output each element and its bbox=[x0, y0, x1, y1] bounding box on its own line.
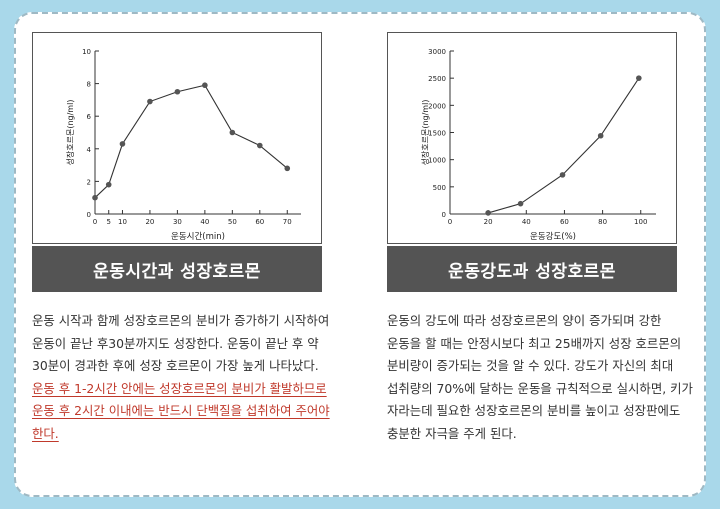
panel-exercise-intensity: 0 500 1000 1500 2000 2500 3000 0 20 40 60 80 100 운동강도… bbox=[387, 32, 707, 445]
y-tick-label: 0 bbox=[87, 211, 91, 219]
panel-title-intensity: 운동강도과 성장호르몬 bbox=[387, 246, 677, 292]
y-tick-label: 1000 bbox=[428, 157, 446, 165]
y-tick-label: 3000 bbox=[428, 48, 446, 56]
data-point bbox=[284, 165, 291, 172]
y-axis-label: 성장호르몬(ng/ml) bbox=[65, 100, 75, 166]
y-tick-label: 1500 bbox=[428, 130, 446, 138]
data-point bbox=[229, 129, 236, 136]
data-point bbox=[174, 88, 181, 95]
x-tick-label: 10 bbox=[118, 218, 127, 226]
series-line bbox=[94, 84, 288, 199]
x-tick-label: 60 bbox=[560, 218, 569, 226]
panel-title-time: 운동시간과 성장호르몬 bbox=[32, 246, 322, 292]
y-tick-label: 8 bbox=[87, 81, 91, 89]
chart-svg-time: 0 2 4 6 8 10 0 5 10 20 30 40 50 60 70 운동시간(min) 성장호르몬(ng… bbox=[65, 48, 301, 242]
y-tick-label: 0 bbox=[442, 211, 446, 219]
panel-text-time: 운동 시작과 함께 성장호르몬의 분비가 증가하기 시작하여 운동이 끝난 후3… bbox=[32, 310, 344, 445]
data-point bbox=[147, 98, 153, 105]
y-tick-label: 4 bbox=[87, 146, 92, 154]
x-tick-label: 100 bbox=[634, 218, 647, 226]
x-tick-label: 40 bbox=[200, 218, 209, 226]
x-tick-label: 0 bbox=[93, 218, 97, 226]
series-line bbox=[487, 77, 640, 214]
x-tick-label: 50 bbox=[228, 218, 237, 226]
x-tick-label: 0 bbox=[448, 218, 452, 226]
x-tick-label: 40 bbox=[522, 218, 531, 226]
data-point bbox=[202, 82, 208, 89]
x-tick-label: 70 bbox=[283, 218, 292, 226]
data-point bbox=[636, 75, 642, 81]
y-tick-label: 500 bbox=[433, 184, 446, 192]
data-point bbox=[485, 210, 491, 216]
data-point bbox=[257, 142, 263, 149]
chart-svg-intensity: 0 500 1000 1500 2000 2500 3000 0 20 40 60 80 100 운동강도… bbox=[420, 48, 656, 242]
x-tick-label: 30 bbox=[173, 218, 182, 226]
panel-exercise-time: 0 2 4 6 8 10 0 5 10 20 30 40 50 60 70 운동시간(min) 성장호르몬(ng… bbox=[32, 32, 352, 445]
y-tick-label: 6 bbox=[87, 113, 92, 121]
highlight-note-time: 운동 후 1-2시간 안에는 성장호르몬의 분비가 활발하므로 운동 후 2시간… bbox=[32, 380, 330, 441]
panel-text-intensity: 운동의 강도에 따라 성장호르몬의 양이 증가되며 강한 운동을 할 때는 안정… bbox=[387, 310, 699, 445]
x-tick-label: 5 bbox=[106, 218, 110, 226]
x-tick-label: 80 bbox=[598, 218, 607, 226]
data-point bbox=[119, 141, 126, 147]
x-tick-label: 20 bbox=[145, 218, 154, 226]
data-point bbox=[105, 181, 112, 188]
chart-exercise-time: 0 2 4 6 8 10 0 5 10 20 30 40 50 60 70 운동시간(min) 성장호르몬(ng… bbox=[32, 32, 322, 244]
data-point bbox=[92, 194, 98, 201]
data-point bbox=[597, 132, 604, 139]
y-tick-label: 2 bbox=[87, 178, 91, 186]
x-tick-label: 60 bbox=[255, 218, 264, 226]
chart-exercise-intensity: 0 500 1000 1500 2000 2500 3000 0 20 40 60 80 100 운동강도… bbox=[387, 32, 677, 244]
content-card: 0 2 4 6 8 10 0 5 10 20 30 40 50 60 70 운동시간(min) 성장호르몬(ng… bbox=[14, 12, 706, 497]
y-tick-label: 10 bbox=[82, 48, 91, 56]
x-tick-label: 20 bbox=[484, 218, 493, 226]
paragraph-time: 운동 시작과 함께 성장호르몬의 분비가 증가하기 시작하여 운동이 끝난 후3… bbox=[32, 313, 330, 373]
y-tick-label: 2500 bbox=[428, 75, 446, 83]
x-axis-label: 운동시간(min) bbox=[171, 231, 225, 242]
x-axis-label: 운동강도(%) bbox=[530, 231, 576, 242]
data-point bbox=[559, 172, 566, 178]
y-tick-label: 2000 bbox=[428, 102, 446, 110]
data-point bbox=[517, 200, 524, 207]
y-axis-label: 성장호르몬(ng/ml) bbox=[420, 100, 430, 166]
paragraph-intensity: 운동의 강도에 따라 성장호르몬의 양이 증가되며 강한 운동을 할 때는 안정… bbox=[387, 313, 693, 441]
